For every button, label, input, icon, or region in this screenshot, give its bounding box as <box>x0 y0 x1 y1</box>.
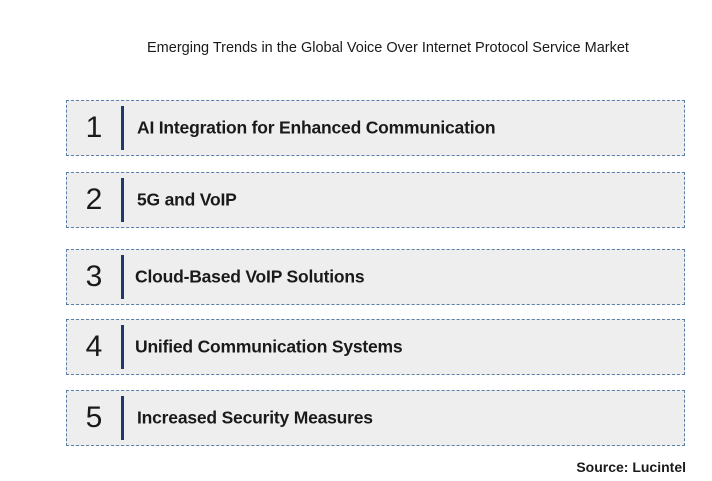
trend-number: 3 <box>85 260 103 293</box>
trend-label: Cloud-Based VoIP Solutions <box>135 266 365 287</box>
trend-label: 5G and VoIP <box>137 189 237 210</box>
trend-number: 2 <box>85 183 103 216</box>
trend-item-5: 5 Increased Security Measures <box>66 390 685 446</box>
trend-item-2: 2 5G and VoIP <box>66 172 685 228</box>
trend-label: AI Integration for Enhanced Communicatio… <box>137 117 496 138</box>
trend-item-3: 3 Cloud-Based VoIP Solutions <box>66 249 685 305</box>
trend-number: 4 <box>85 330 103 363</box>
trend-item-1: 1 AI Integration for Enhanced Communicat… <box>66 100 685 156</box>
trend-number: 5 <box>85 401 103 434</box>
trend-label: Unified Communication Systems <box>135 336 403 357</box>
source-note: Source: Lucintel <box>576 459 686 475</box>
trend-divider <box>121 396 124 440</box>
trend-number: 1 <box>85 111 103 144</box>
trend-divider <box>121 325 124 369</box>
trend-divider <box>121 178 124 222</box>
trend-label: Increased Security Measures <box>137 407 373 428</box>
trend-divider <box>121 106 124 150</box>
trend-divider <box>121 255 124 299</box>
trend-item-4: 4 Unified Communication Systems <box>66 319 685 375</box>
diagram-title: Emerging Trends in the Global Voice Over… <box>147 40 629 56</box>
